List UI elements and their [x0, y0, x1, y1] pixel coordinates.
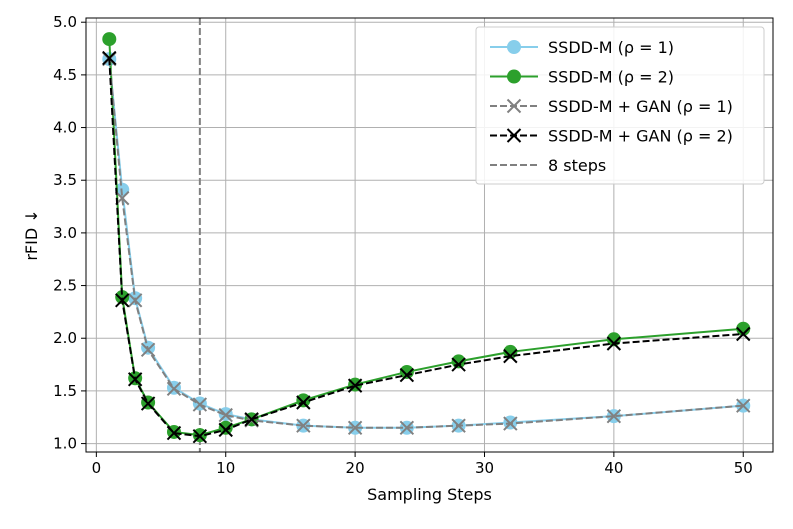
data-point-ssdd-m-gan-2-20 — [347, 378, 363, 393]
data-point-ssdd-m-gan-1-3 — [127, 293, 143, 308]
legend-entry-ssdd-m-gan-1: SSDD-M + GAN (ρ = 1) — [490, 97, 733, 116]
series-ssdd-m-gan-2 — [102, 50, 751, 444]
data-point-ssdd-m-gan-2-6 — [166, 425, 182, 441]
data-point-ssdd-m-gan-2-24 — [399, 367, 415, 383]
data-point-ssdd-m-gan-2-10 — [218, 422, 233, 438]
data-point-ssdd-m-gan-1-16 — [296, 418, 311, 433]
data-point-ssdd-m-gan-1-28 — [451, 418, 466, 433]
legend-entry-ssdd-m-1: SSDD-M (ρ = 1) — [490, 38, 674, 57]
data-point-ssdd-m-gan-2-16 — [296, 395, 311, 410]
legend-label-ssdd-m-gan-2: SSDD-M + GAN (ρ = 2) — [548, 127, 733, 146]
y-axis-label: rFID ↓ — [22, 209, 41, 260]
data-point-ssdd-m-2-24 — [399, 364, 414, 379]
y-tick-label-6: 4.0 — [53, 119, 77, 137]
data-point-ssdd-m-gan-1-10 — [218, 407, 233, 423]
x-tick-label-5: 50 — [734, 459, 753, 477]
plot-frame — [85, 17, 774, 453]
y-tick-label-1: 1.5 — [53, 382, 77, 400]
data-point-ssdd-m-2-10 — [218, 420, 233, 435]
legend-marker-ssdd-m-gan-2 — [506, 128, 522, 143]
axes-frame — [85, 17, 774, 453]
data-point-ssdd-m-gan-2-1 — [102, 50, 117, 66]
series-group — [102, 32, 751, 444]
y-axis-ticks: 1.0 1.5 2.0 2.5 3.0 3.5 4.0 4.5 5.0 — [53, 13, 86, 453]
data-point-ssdd-m-gan-1-4 — [140, 342, 156, 358]
data-point-ssdd-m-gan-2-3 — [127, 372, 143, 387]
data-point-ssdd-m-gan-1-40 — [606, 408, 622, 424]
data-point-ssdd-m-2-28 — [451, 354, 466, 369]
legend-box — [475, 26, 765, 185]
y-tick-label-4: 3.0 — [53, 224, 77, 242]
data-point-ssdd-m-gan-1-8 — [192, 397, 208, 412]
legend-entry-ssdd-m-2: SSDD-M (ρ = 2) — [490, 68, 674, 87]
y-tick-label-8: 5.0 — [53, 13, 77, 31]
data-point-ssdd-m-gan-1-24 — [399, 420, 415, 435]
x-tick-label-2: 20 — [346, 459, 365, 477]
y-tick-label-3: 2.5 — [53, 277, 77, 295]
x-tick-label-1: 10 — [216, 459, 235, 477]
legend-marker-ssdd-m-2 — [507, 69, 521, 84]
y-tick-label-5: 3.5 — [53, 171, 77, 189]
legend-label-ssdd-m-1: SSDD-M (ρ = 1) — [548, 38, 674, 57]
legend-label-8-steps: 8 steps — [548, 156, 606, 175]
x-axis-label: Sampling Steps — [367, 485, 492, 504]
data-point-ssdd-m-gan-2-2 — [115, 293, 130, 308]
data-point-ssdd-m-2-50 — [736, 321, 751, 336]
x-tick-label-0: 0 — [92, 459, 102, 477]
legend-marker-ssdd-m-1 — [507, 40, 521, 54]
legend-entry-8-steps: 8 steps — [490, 156, 606, 175]
data-point-ssdd-m-gan-2-28 — [451, 357, 466, 372]
data-point-ssdd-m-gan-2-40 — [606, 336, 622, 351]
data-point-ssdd-m-2-1 — [102, 32, 117, 47]
data-point-ssdd-m-gan-2-12 — [244, 412, 259, 427]
x-tick-label-4: 40 — [604, 459, 623, 477]
legend-marker-ssdd-m-gan-1 — [506, 98, 522, 114]
data-point-ssdd-m-2-2 — [115, 290, 130, 305]
legend-entry-ssdd-m-gan-2: SSDD-M + GAN (ρ = 2) — [490, 127, 733, 146]
y-tick-label-2: 2.0 — [53, 329, 77, 347]
data-point-ssdd-m-gan-2-50 — [736, 326, 751, 342]
data-point-ssdd-m-gan-1-6 — [166, 381, 182, 397]
legend-label-ssdd-m-2: SSDD-M (ρ = 2) — [548, 68, 674, 87]
legend: SSDD-M (ρ = 1) SSDD-M (ρ = 2) SSDD-M + GAN… — [475, 26, 765, 185]
data-point-ssdd-m-gan-2-8 — [192, 428, 208, 444]
data-point-ssdd-m-gan-2-4 — [140, 396, 156, 411]
y-tick-label-0: 1.0 — [53, 435, 77, 453]
data-point-ssdd-m-gan-2-32 — [503, 348, 518, 364]
data-point-ssdd-m-gan-1-32 — [503, 416, 518, 431]
data-point-ssdd-m-gan-1-50 — [736, 398, 751, 413]
x-tick-label-3: 30 — [475, 459, 494, 477]
data-point-ssdd-m-gan-1-20 — [347, 420, 363, 435]
legend-label-ssdd-m-gan-1: SSDD-M + GAN (ρ = 1) — [548, 97, 733, 116]
y-tick-label-7: 4.5 — [53, 66, 77, 84]
data-point-ssdd-m-2-16 — [296, 393, 311, 408]
x-axis-ticks: 0 10 20 30 40 50 — [92, 452, 753, 477]
